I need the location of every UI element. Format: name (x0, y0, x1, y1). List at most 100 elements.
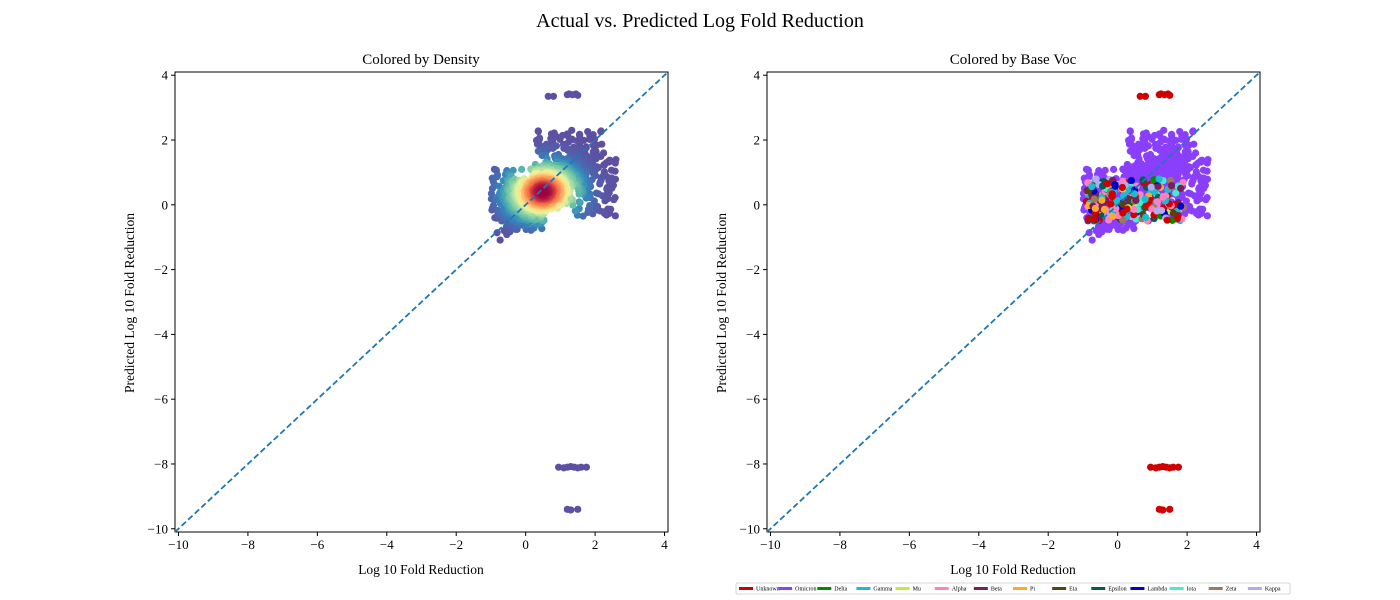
scatter-point (1203, 167, 1211, 175)
scatter-point (1088, 236, 1096, 244)
y-tick-label: −10 (740, 521, 760, 536)
x-tick-label: −6 (310, 537, 324, 552)
axes-frame (766, 71, 1261, 533)
scatter-point (1154, 182, 1162, 190)
legend-label: Eta (1069, 587, 1077, 593)
scatter-point (1085, 173, 1093, 181)
y-tick-label: 2 (162, 133, 169, 148)
scatter-point (596, 180, 604, 188)
scatter-point (564, 146, 572, 154)
outlier-point (1141, 92, 1150, 100)
voc-panel-title: Colored by Base Voc (950, 52, 1077, 68)
scatter-point (1123, 160, 1131, 169)
scatter-point (1167, 136, 1176, 144)
legend-label: Omicron (795, 587, 816, 593)
scatter-point (1182, 197, 1190, 205)
scatter-points (1079, 90, 1212, 514)
scatter-point (1128, 141, 1136, 149)
scatter-point (1190, 140, 1198, 148)
scatter-point (539, 187, 547, 195)
scatter-point (1119, 216, 1127, 224)
y-tick-label: −6 (746, 392, 760, 407)
scatter-point (1199, 205, 1207, 213)
outlier-point (544, 92, 552, 100)
scatter-point (1119, 209, 1127, 217)
scatter-points (487, 90, 620, 514)
scatter-point (603, 185, 611, 193)
scatter-point (1084, 166, 1092, 174)
density-y-axis-label: Predicted Log 10 Fold Reduction (122, 213, 137, 393)
density-x-axis-label: Log 10 Fold Reduction (358, 562, 484, 577)
scatter-point (1092, 175, 1100, 183)
outlier-point (1166, 505, 1174, 513)
scatter-point (1172, 189, 1180, 197)
scatter-point (1197, 189, 1205, 197)
voc-y-axis-label: Predicted Log 10 Fold Reduction (714, 213, 729, 393)
scatter-point (1141, 195, 1149, 203)
scatter-point (1126, 127, 1134, 136)
scatter-point (1158, 152, 1166, 161)
scatter-point (607, 166, 616, 174)
x-tick-label: −2 (449, 537, 463, 552)
x-tick-label: −10 (168, 537, 188, 552)
scatter-point (1130, 205, 1138, 214)
scatter-point (1162, 143, 1170, 151)
x-tick-label: −6 (902, 537, 916, 552)
scatter-point (1189, 128, 1197, 136)
scatter-point (1195, 183, 1204, 192)
scatter-point (1148, 135, 1156, 143)
scatter-point (1188, 207, 1196, 215)
scatter-point (1177, 202, 1185, 210)
scatter-point (585, 135, 594, 143)
scatter-point (518, 165, 526, 173)
scatter-point (509, 166, 517, 174)
scatter-point (1183, 166, 1191, 174)
scatter-point (1108, 221, 1117, 229)
x-tick-label: 0 (522, 537, 529, 552)
legend-label: Mu (913, 587, 921, 593)
scatter-point (1098, 228, 1106, 236)
y-tick-label: −2 (154, 262, 168, 277)
scatter-point (1188, 180, 1196, 188)
scatter-point (589, 148, 597, 156)
scatter-point (575, 198, 583, 206)
scatter-point (1108, 192, 1116, 201)
scatter-point (1098, 196, 1106, 204)
scatter-point (1177, 184, 1185, 192)
density-panel-title: Colored by Density (362, 52, 480, 68)
scatter-point (1142, 213, 1150, 221)
scatter-point (1194, 211, 1203, 219)
x-tick-label: 0 (1114, 537, 1121, 552)
scatter-point (1160, 126, 1168, 134)
scatter-point (1130, 190, 1139, 198)
scatter-point (1140, 138, 1148, 146)
scatter-point (600, 161, 608, 169)
scatter-point (1168, 130, 1176, 138)
y-tick-label: −8 (154, 456, 168, 471)
scatter-point (1193, 197, 1201, 205)
scatter-point (534, 127, 542, 136)
scatter-point (1169, 209, 1178, 217)
scatter-point (1096, 170, 1105, 178)
scatter-point (1178, 190, 1186, 198)
scatter-point (576, 140, 584, 148)
x-tick-label: −4 (380, 537, 394, 552)
x-tick-label: −8 (833, 537, 847, 552)
scatter-point (611, 159, 619, 167)
scatter-point (586, 201, 594, 210)
x-tick-label: 4 (1253, 537, 1260, 552)
legend-label: Lambda (1147, 587, 1167, 593)
scatter-point (1118, 183, 1126, 192)
scatter-point (556, 135, 564, 143)
legend-label: Beta (991, 587, 1002, 593)
scatter-point (1119, 226, 1127, 234)
x-tick-label: 2 (592, 537, 599, 552)
legend-label: Gamma (873, 587, 892, 593)
outlier-point (574, 91, 582, 99)
y-tick-label: −4 (746, 327, 760, 342)
scatter-point (1103, 225, 1112, 233)
scatter-point (496, 236, 504, 244)
scatter-point (1164, 165, 1172, 173)
outlier-point (1159, 506, 1167, 514)
y-tick-label: −10 (148, 521, 168, 536)
